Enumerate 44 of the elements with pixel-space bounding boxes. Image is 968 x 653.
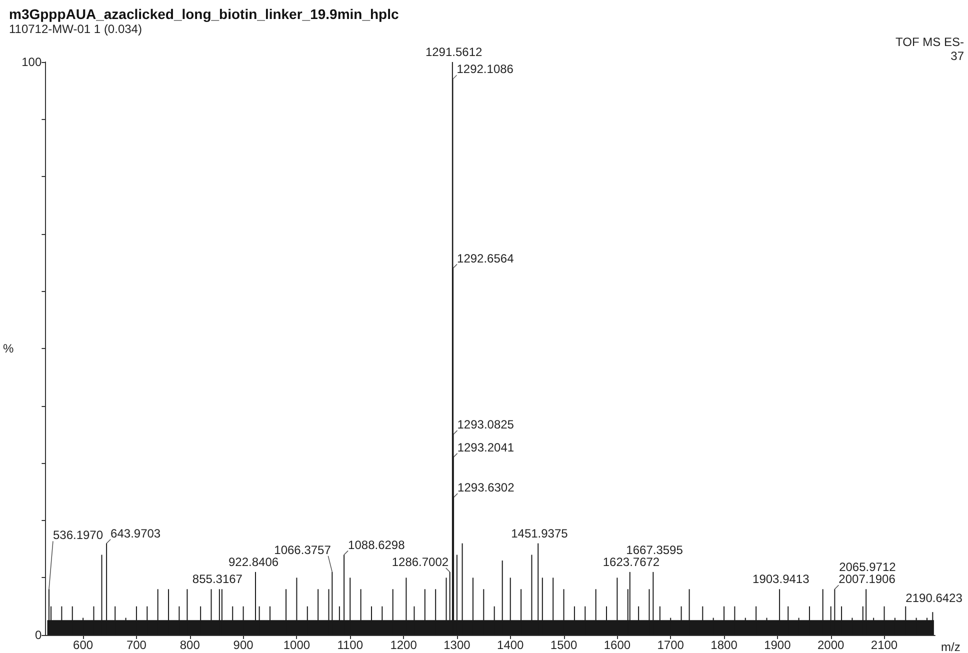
annotation: 1286.7002 xyxy=(392,554,449,569)
x-tick-label: 1700 xyxy=(657,638,684,652)
y-tick-label: 0 xyxy=(34,628,42,642)
x-tick-label: 1900 xyxy=(764,638,792,652)
x-tick-label: 900 xyxy=(233,638,254,652)
annotation: 1903.9413 xyxy=(752,572,810,586)
annotation: 1667.3595 xyxy=(626,542,684,557)
annotation: 1293.6302 xyxy=(458,480,515,494)
x-tick-label: 1000 xyxy=(283,638,310,652)
x-tick-label: 1300 xyxy=(444,638,471,652)
annotation: 2190.6423 xyxy=(906,591,963,606)
text: 37 xyxy=(950,49,964,63)
y-axis-title: % xyxy=(3,342,14,356)
text: TOF MS ES- xyxy=(896,35,964,49)
x-tick-label: 1800 xyxy=(710,638,738,652)
chart-title: m3GpppAUA_azaclicked_long_biotin_linker_19.9min_hplc xyxy=(9,6,399,22)
annotation: 1293.2041 xyxy=(457,440,514,454)
y-tick-label: 100 xyxy=(22,55,42,69)
annotation: 1292.6564 xyxy=(457,251,514,266)
annotation: 2065.9712 xyxy=(839,560,896,574)
annotation: 1623.7672 xyxy=(602,554,660,569)
annotation: 1066.3757 xyxy=(274,542,332,557)
x-tick-label: 600 xyxy=(73,638,94,652)
x-tick-label: 800 xyxy=(180,638,200,652)
annotation: 1451.9375 xyxy=(511,526,568,540)
x-tick-label: 2000 xyxy=(817,638,845,652)
annotation: 643.9703 xyxy=(110,526,161,540)
annotation: 1293.0825 xyxy=(457,417,514,432)
annotation: 1292.1086 xyxy=(456,62,514,76)
x-tick-label: 1500 xyxy=(550,638,578,652)
x-tick-label: 1200 xyxy=(390,638,418,652)
x-tick-label: 1400 xyxy=(497,638,524,652)
x-tick-label: 1600 xyxy=(604,638,631,652)
annotation: 536.1970 xyxy=(52,528,104,542)
annotation: 855.3167 xyxy=(192,572,243,586)
x-axis-title: m/z xyxy=(941,640,960,653)
annotation: 2007.1906 xyxy=(838,572,896,586)
x-tick-label: 1100 xyxy=(337,638,364,652)
x-tick-label: 700 xyxy=(126,638,147,652)
annotation: 1088.6298 xyxy=(348,538,406,552)
x-tick-label: 2100 xyxy=(870,638,898,652)
chart-subtitle: 110712-MW-01 1 (0.034) xyxy=(9,22,142,36)
annotation: 1291.5612 xyxy=(425,45,482,59)
annotation: 922.8406 xyxy=(228,554,279,569)
